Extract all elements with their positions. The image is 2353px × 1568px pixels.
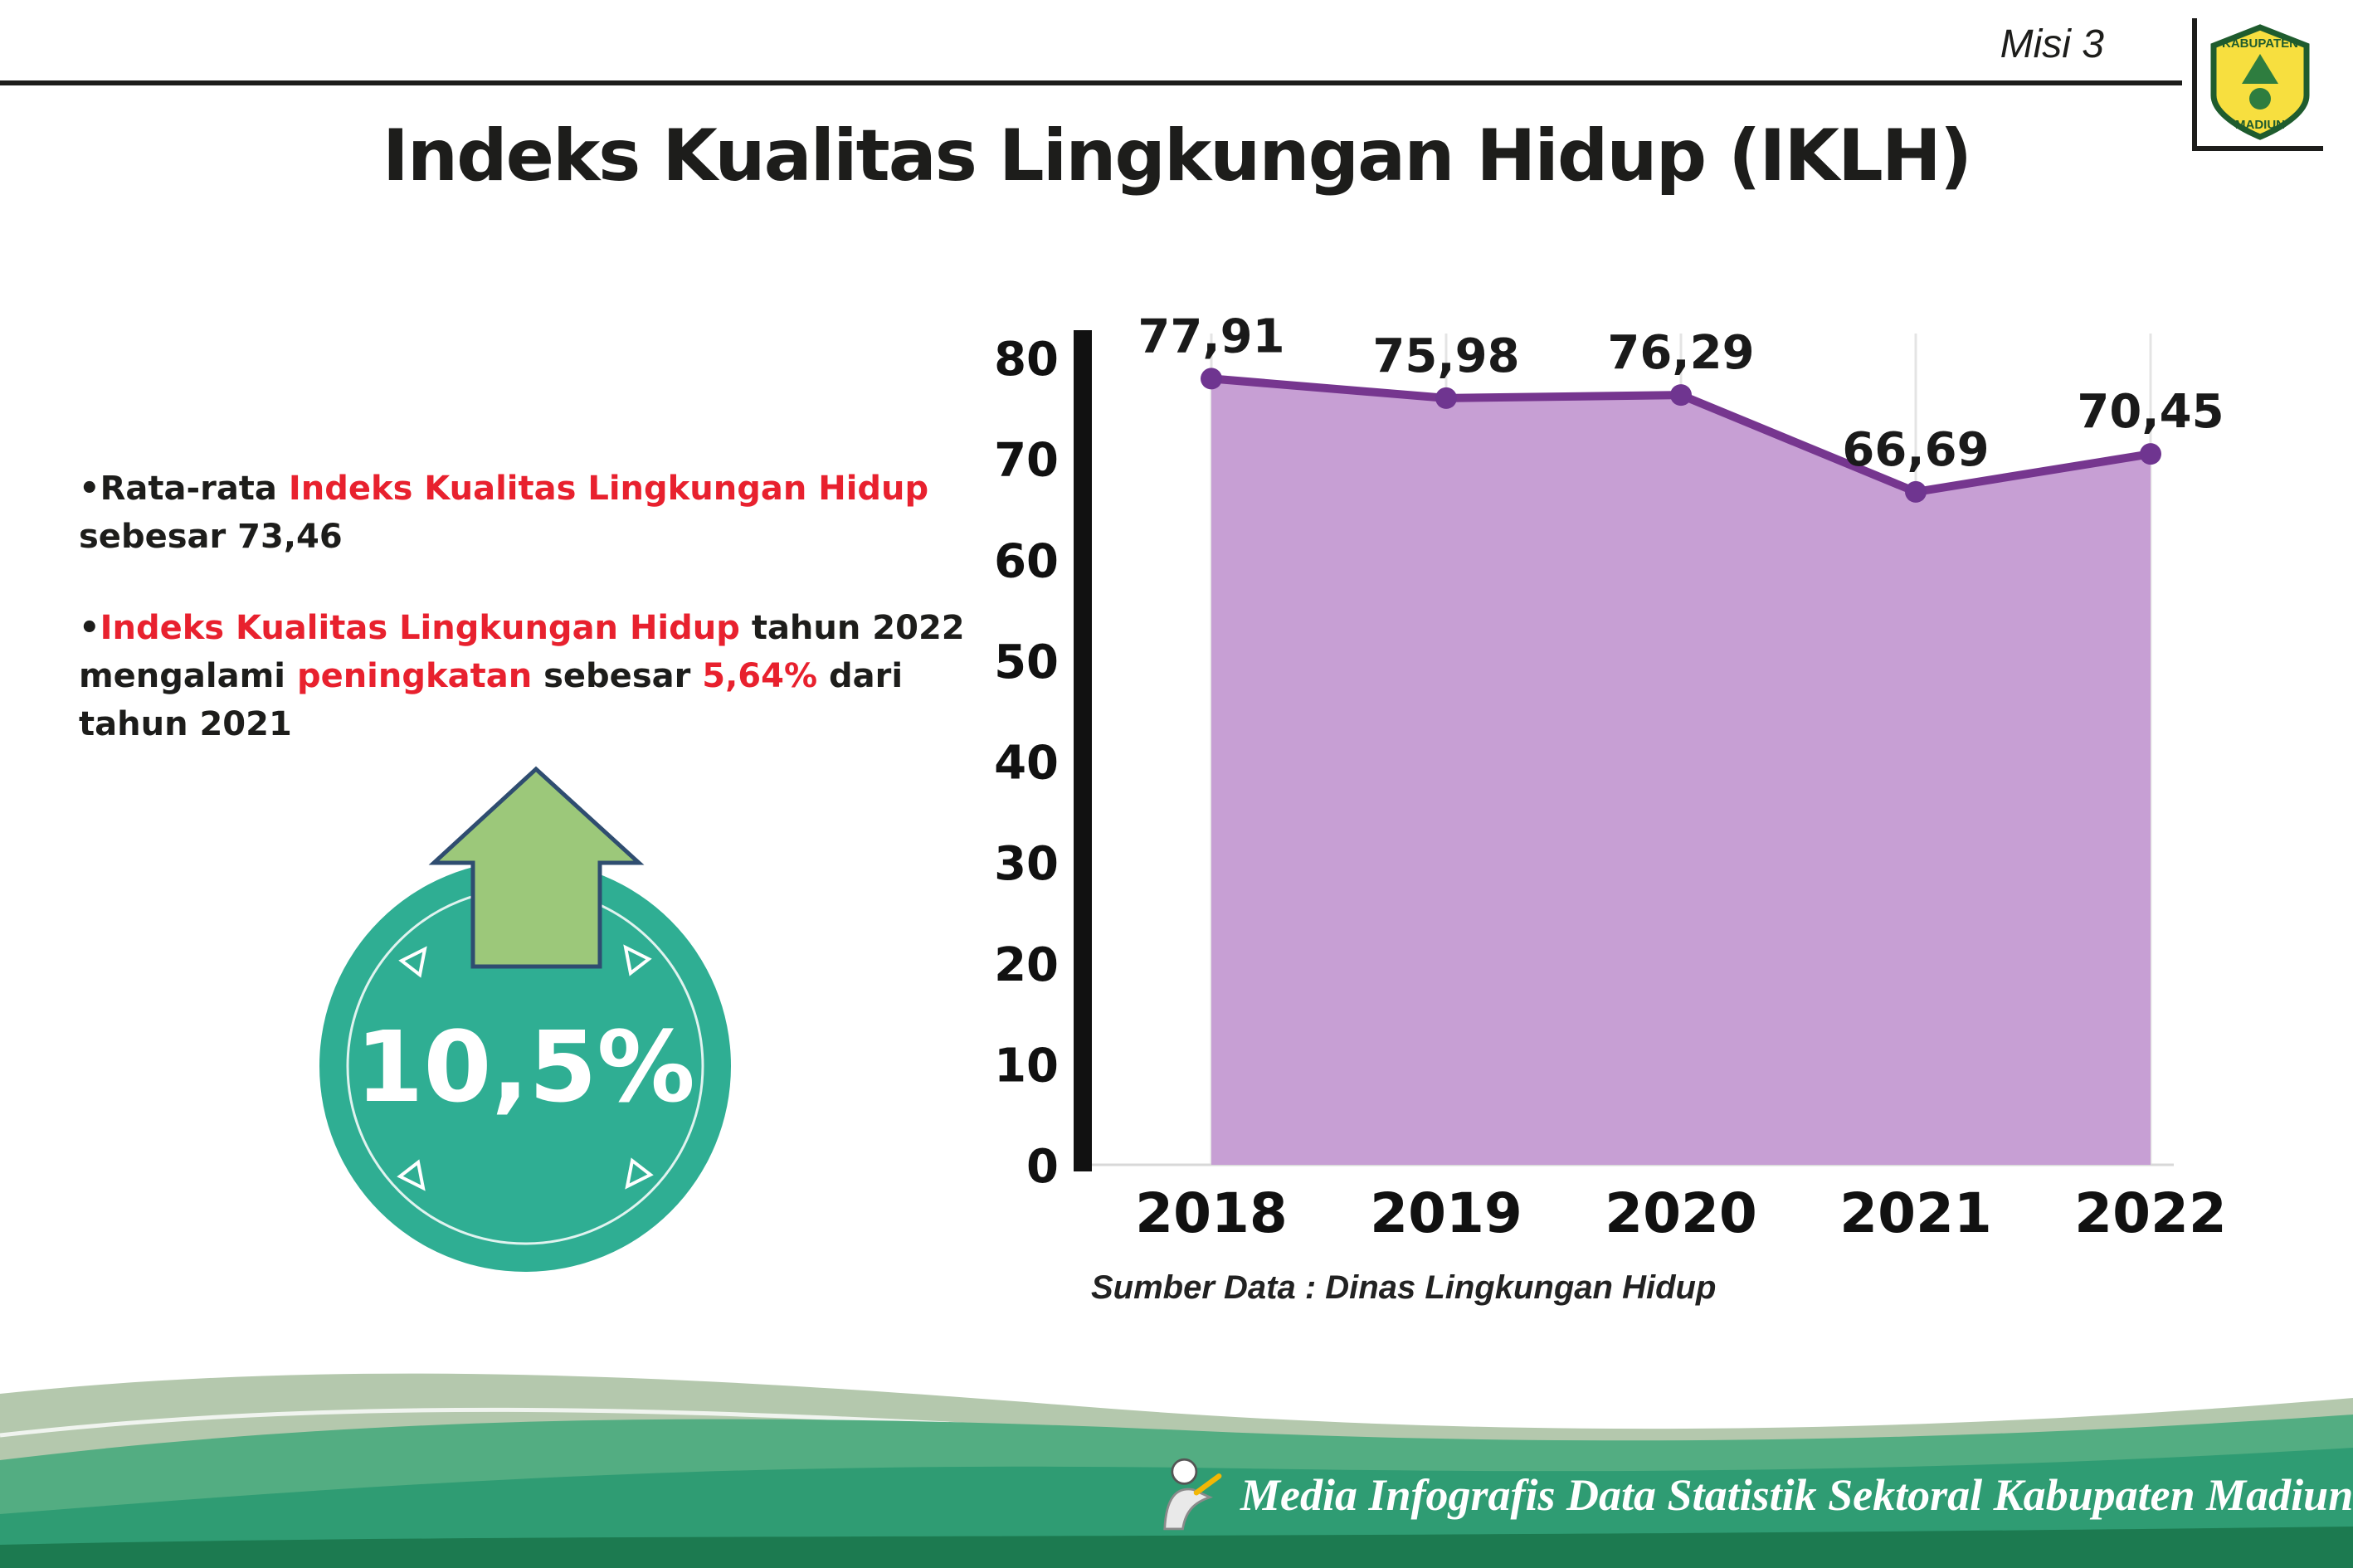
chart-point <box>1435 387 1457 409</box>
text-segment: 5,64% <box>702 657 818 695</box>
value-label: 76,29 <box>1607 326 1754 380</box>
top-divider <box>0 80 2182 85</box>
y-tick-label: 60 <box>994 534 1059 588</box>
footer-bar: Media Infografis Data Statistik Sektoral… <box>1149 1454 2353 1536</box>
x-tick-label: 2018 <box>1135 1181 1288 1245</box>
x-tick-label: 2020 <box>1605 1181 1757 1245</box>
y-tick-label: 80 <box>994 333 1059 387</box>
logo-bottom-text: MADIUN <box>2235 118 2285 132</box>
text-segment: peningkatan <box>296 657 533 695</box>
value-label: 77,91 <box>1138 315 1284 363</box>
bullet-peningkatan: •Indeks Kualitas Lingkungan Hidup tahun … <box>79 604 1008 748</box>
x-tick-label: 2022 <box>2074 1181 2227 1245</box>
text-segment: Indeks Kualitas Lingkungan Hidup <box>288 470 929 508</box>
logo-top-text: KABUPATEN <box>2222 37 2298 51</box>
chart-point <box>1670 384 1692 407</box>
value-label: 70,45 <box>2077 385 2224 439</box>
x-tick-label: 2021 <box>1839 1181 1992 1245</box>
value-label: 75,98 <box>1372 329 1519 383</box>
key-points: •Rata-rata Indeks Kualitas Lingkungan Hi… <box>79 465 1008 791</box>
chart-point <box>1201 368 1222 390</box>
y-tick-label: 30 <box>994 837 1059 891</box>
text-segment: • <box>79 470 100 508</box>
y-tick-label: 70 <box>994 434 1059 488</box>
misi-label: Misi 3 <box>2000 22 2104 66</box>
text-segment: tahun 2022 mengalami <box>79 609 965 695</box>
chart-point <box>2140 443 2161 465</box>
mascot-icon <box>1163 1458 1222 1531</box>
chart-source: Sumber Data : Dinas Lingkungan Hidup <box>1091 1269 1717 1306</box>
badge-value: 10,5% <box>355 1010 694 1124</box>
wave-bottom-strip <box>0 1527 2353 1568</box>
kabupaten-madiun-crest-icon: KABUPATEN MADIUN <box>2210 24 2310 140</box>
text-segment: Rata-rata <box>100 470 289 508</box>
text-segment: Indeks Kualitas Lingkungan Hidup <box>100 609 740 647</box>
y-tick-label: 0 <box>1026 1140 1059 1194</box>
logo-frame: KABUPATEN MADIUN <box>2192 18 2323 151</box>
chart-area <box>1211 378 2151 1165</box>
x-tick-label: 2019 <box>1370 1181 1522 1245</box>
text-segment: dari tahun 2021 <box>79 657 904 743</box>
badge-tick-triangles <box>397 944 654 1191</box>
text-segment: sebesar <box>532 657 703 695</box>
increase-badge: 10,5% <box>319 766 731 1272</box>
text-segment: sebesar 73,46 <box>79 518 343 556</box>
text-segment: • <box>79 609 100 647</box>
y-tick-label: 10 <box>994 1039 1059 1093</box>
iklh-area-chart: 77,91 75,98 76,29 66,69 70,45 0 10 20 30 40 50 60 70… <box>994 309 2227 1245</box>
footer-caption: Media Infografis Data Statistik Sektoral… <box>1240 1470 2353 1520</box>
chart-point <box>1905 480 1927 503</box>
y-axis-bar <box>1074 330 1092 1171</box>
chart-panel: 77,91 75,98 76,29 66,69 70,45 0 10 20 30 40 50 60 70… <box>954 309 2298 1307</box>
bullet-rata-rata: •Rata-rata Indeks Kualitas Lingkungan Hi… <box>79 465 1008 561</box>
up-arrow-icon <box>428 766 645 969</box>
y-tick-label: 20 <box>994 938 1059 992</box>
page-title: Indeks Kualitas Lingkungan Hidup (IKLH) <box>382 114 1972 197</box>
y-tick-label: 50 <box>994 635 1059 689</box>
y-tick-label: 40 <box>994 737 1059 791</box>
value-label: 66,69 <box>1842 423 1989 477</box>
